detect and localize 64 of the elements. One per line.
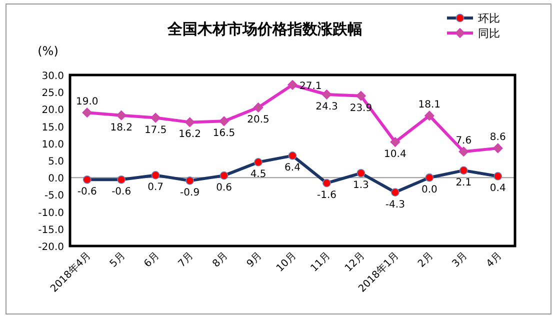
point	[322, 90, 332, 100]
y-axis-title: (%)	[38, 44, 58, 58]
data-label: 0.7	[148, 182, 164, 194]
point	[253, 102, 264, 112]
data-label: 19.0	[76, 96, 98, 108]
chart-title: 全国木材市场价格指数涨跌幅	[166, 20, 362, 38]
y-tick-label: -15.0	[38, 224, 64, 236]
y-tick-label: 5.0	[48, 156, 64, 168]
point	[390, 137, 400, 147]
legend-label: 环比	[478, 12, 500, 25]
y-tick-label: 25.0	[42, 88, 64, 100]
x-tick-label: 12月	[343, 250, 368, 274]
x-tick-label: 2月	[416, 250, 436, 270]
y-tick-label: -10.0	[38, 208, 64, 219]
data-label: 10.4	[384, 149, 406, 160]
data-label: -0.9	[180, 188, 200, 199]
x-tick-label: 10月	[274, 250, 299, 274]
data-label: -4.3	[385, 199, 405, 210]
data-label: 7.6	[456, 136, 472, 147]
x-tick-label: 9月	[245, 250, 264, 270]
data-label: 18.2	[110, 122, 132, 134]
y-tick-label: 0.0	[48, 174, 64, 185]
data-label: 16.5	[212, 128, 236, 140]
x-tick-label: 5月	[108, 250, 128, 270]
point	[82, 108, 92, 118]
data-label: 0.4	[490, 183, 506, 194]
data-label: 0.0	[421, 184, 438, 196]
data-label: 18.1	[418, 100, 441, 111]
x-tick-label: 6月	[142, 250, 162, 270]
data-label: 2.1	[456, 177, 472, 188]
x-tick-label: 11月	[309, 250, 333, 274]
x-tick-label: 7月	[176, 250, 196, 270]
y-tick-label: 20.0	[42, 105, 64, 116]
data-label: 4.5	[250, 169, 266, 180]
data-label: 24.3	[316, 101, 338, 112]
y-tick-label: 10.0	[42, 139, 64, 150]
point	[356, 90, 366, 101]
data-label: 6.4	[284, 162, 300, 174]
point	[458, 146, 469, 157]
point	[288, 80, 298, 90]
point	[492, 143, 503, 154]
point	[150, 112, 160, 123]
data-label: 0.6	[216, 182, 232, 194]
y-tick-label: 30.0	[42, 71, 64, 82]
data-label: -0.6	[112, 186, 132, 198]
data-label: 17.5	[144, 124, 167, 136]
point	[184, 117, 195, 128]
point	[424, 110, 434, 121]
data-label: -1.6	[316, 190, 336, 202]
data-label: 1.3	[353, 180, 369, 192]
legend-label: 同比	[478, 27, 500, 40]
data-label: 20.5	[247, 114, 270, 126]
y-tick-label: -5.0	[44, 190, 64, 202]
data-label: 16.2	[178, 129, 201, 140]
y-tick-label: -20.0	[38, 242, 64, 253]
data-label: -0.6	[77, 186, 97, 198]
data-label: 8.6	[490, 132, 506, 144]
point	[219, 116, 229, 126]
x-tick-label: 3月	[450, 250, 470, 270]
data-label: 27.1	[300, 80, 322, 92]
y-tick-label: 15.0	[42, 122, 64, 134]
x-tick-label: 4月	[484, 250, 504, 270]
point	[116, 110, 126, 120]
x-tick-label: 8月	[210, 250, 230, 270]
